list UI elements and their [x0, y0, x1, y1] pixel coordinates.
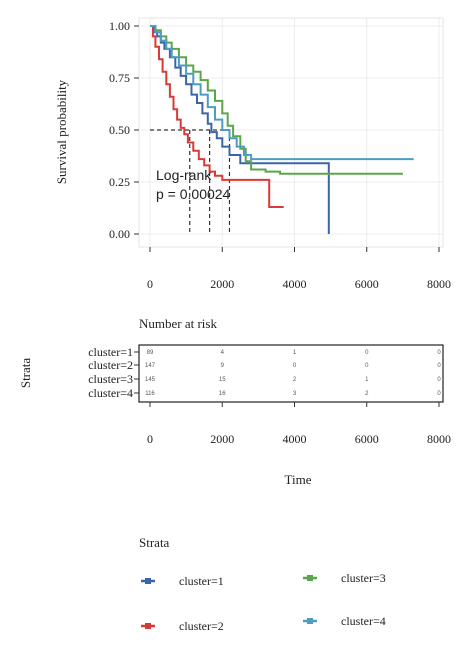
risk-table-title: Number at risk [139, 316, 217, 331]
risk-count-cluster-1-t0: 89 [147, 350, 154, 356]
risk-count-cluster-3-t0: 145 [145, 377, 156, 383]
legend-title: Strata [139, 535, 170, 550]
km-y-ticks: 0.00 0.25 0.50 0.75 1.00 [109, 19, 139, 241]
y-tick-label-4: 1.00 [109, 19, 130, 33]
risk-table-frame [138, 344, 444, 403]
risk-count-cluster-1-t3: 0 [365, 350, 369, 356]
legend-label-cluster-4: cluster=4 [341, 614, 386, 628]
risk-row-label-2: cluster=2 [88, 358, 133, 372]
risk-row-label-1: cluster=1 [88, 345, 133, 359]
km-series-group [150, 25, 414, 234]
risk-count-cluster-1-t4: 0 [437, 350, 441, 356]
risk-count-cluster-3-t1: 15 [219, 377, 226, 383]
risk-count-cluster-3-t4: 0 [437, 377, 441, 383]
risk-count-cluster-4-t1: 16 [219, 391, 226, 397]
series-line-cluster-4 [150, 25, 414, 161]
risk-count-cluster-2-t2: 0 [293, 363, 297, 369]
y-tick-label-3: 0.75 [109, 71, 130, 85]
logrank-pvalue: p = 0.00024 [156, 186, 231, 202]
legend-marker-cluster-4 [307, 618, 313, 624]
logrank-label: Log-rank [156, 167, 212, 183]
legend-label-cluster-1: cluster=1 [179, 574, 224, 588]
risk-count-cluster-3-t2: 2 [293, 377, 297, 383]
legend-marker-cluster-3 [307, 575, 313, 581]
km-x-ticks: 0 2000 4000 6000 8000 [147, 247, 451, 291]
y-tick-label-1: 0.25 [109, 175, 130, 189]
x-tick-label-3: 6000 [355, 277, 379, 291]
series-line-cluster-2 [150, 25, 284, 208]
risk-row-label-4: cluster=4 [88, 386, 133, 400]
x-tick-label-0: 0 [147, 277, 153, 291]
risk-count-cluster-4-t2: 3 [293, 391, 297, 397]
km-y-axis-title: Survival probability [54, 79, 69, 184]
km-plot-panel: 0.00 0.25 0.50 0.75 1.00 0 2000 4000 6000 8000 S… [54, 17, 451, 291]
risk-x-ticks: 0 2000 4000 6000 8000 [147, 402, 451, 446]
risk-table-panel: Number at risk Strata cluster=1 89 4 1 0 0clu… [18, 316, 451, 487]
x-tick-label-2: 4000 [283, 277, 307, 291]
legend-label-cluster-3: cluster=3 [341, 571, 386, 585]
risk-count-cluster-4-t4: 0 [437, 391, 441, 397]
series-line-cluster-1 [150, 25, 330, 234]
risk-x-tick-label-0: 0 [147, 432, 153, 446]
risk-count-cluster-3-t3: 1 [365, 377, 369, 383]
risk-x-tick-label-3: 6000 [355, 432, 379, 446]
legend-marker-cluster-1 [145, 578, 151, 584]
risk-count-cluster-2-t1: 9 [221, 363, 225, 369]
legend-items: cluster=1 cluster=2 cluster=3 cluster=4 [141, 571, 386, 633]
legend-marker-cluster-2 [145, 623, 151, 629]
risk-count-cluster-1-t2: 1 [293, 350, 297, 356]
risk-x-tick-label-2: 4000 [283, 432, 307, 446]
y-tick-label-2: 0.50 [109, 123, 130, 137]
risk-count-cluster-2-t0: 147 [145, 363, 156, 369]
legend-label-cluster-2: cluster=2 [179, 619, 224, 633]
risk-x-tick-label-1: 2000 [210, 432, 234, 446]
risk-count-cluster-4-t0: 116 [145, 391, 155, 397]
x-tick-label-4: 8000 [427, 277, 451, 291]
x-tick-label-1: 2000 [210, 277, 234, 291]
y-tick-label-0: 0.00 [109, 227, 130, 241]
risk-x-axis-title: Time [285, 472, 312, 487]
km-grid [139, 18, 443, 247]
risk-count-cluster-4-t3: 2 [365, 391, 369, 397]
series-line-cluster-3 [150, 25, 403, 175]
risk-count-cluster-2-t4: 0 [437, 363, 441, 369]
legend: Strata cluster=1cluster=2cluster=3cluste… [139, 535, 386, 633]
risk-x-tick-label-4: 8000 [427, 432, 451, 446]
risk-table-rows: cluster=1 89 4 1 0 0 cluster=2 147 9 0 0 0 cluster=3… [88, 345, 441, 400]
risk-row-label-3: cluster=3 [88, 372, 133, 386]
risk-count-cluster-1-t1: 4 [221, 350, 225, 356]
risk-count-cluster-2-t3: 0 [365, 363, 369, 369]
risk-table-strata-title: Strata [18, 358, 33, 389]
